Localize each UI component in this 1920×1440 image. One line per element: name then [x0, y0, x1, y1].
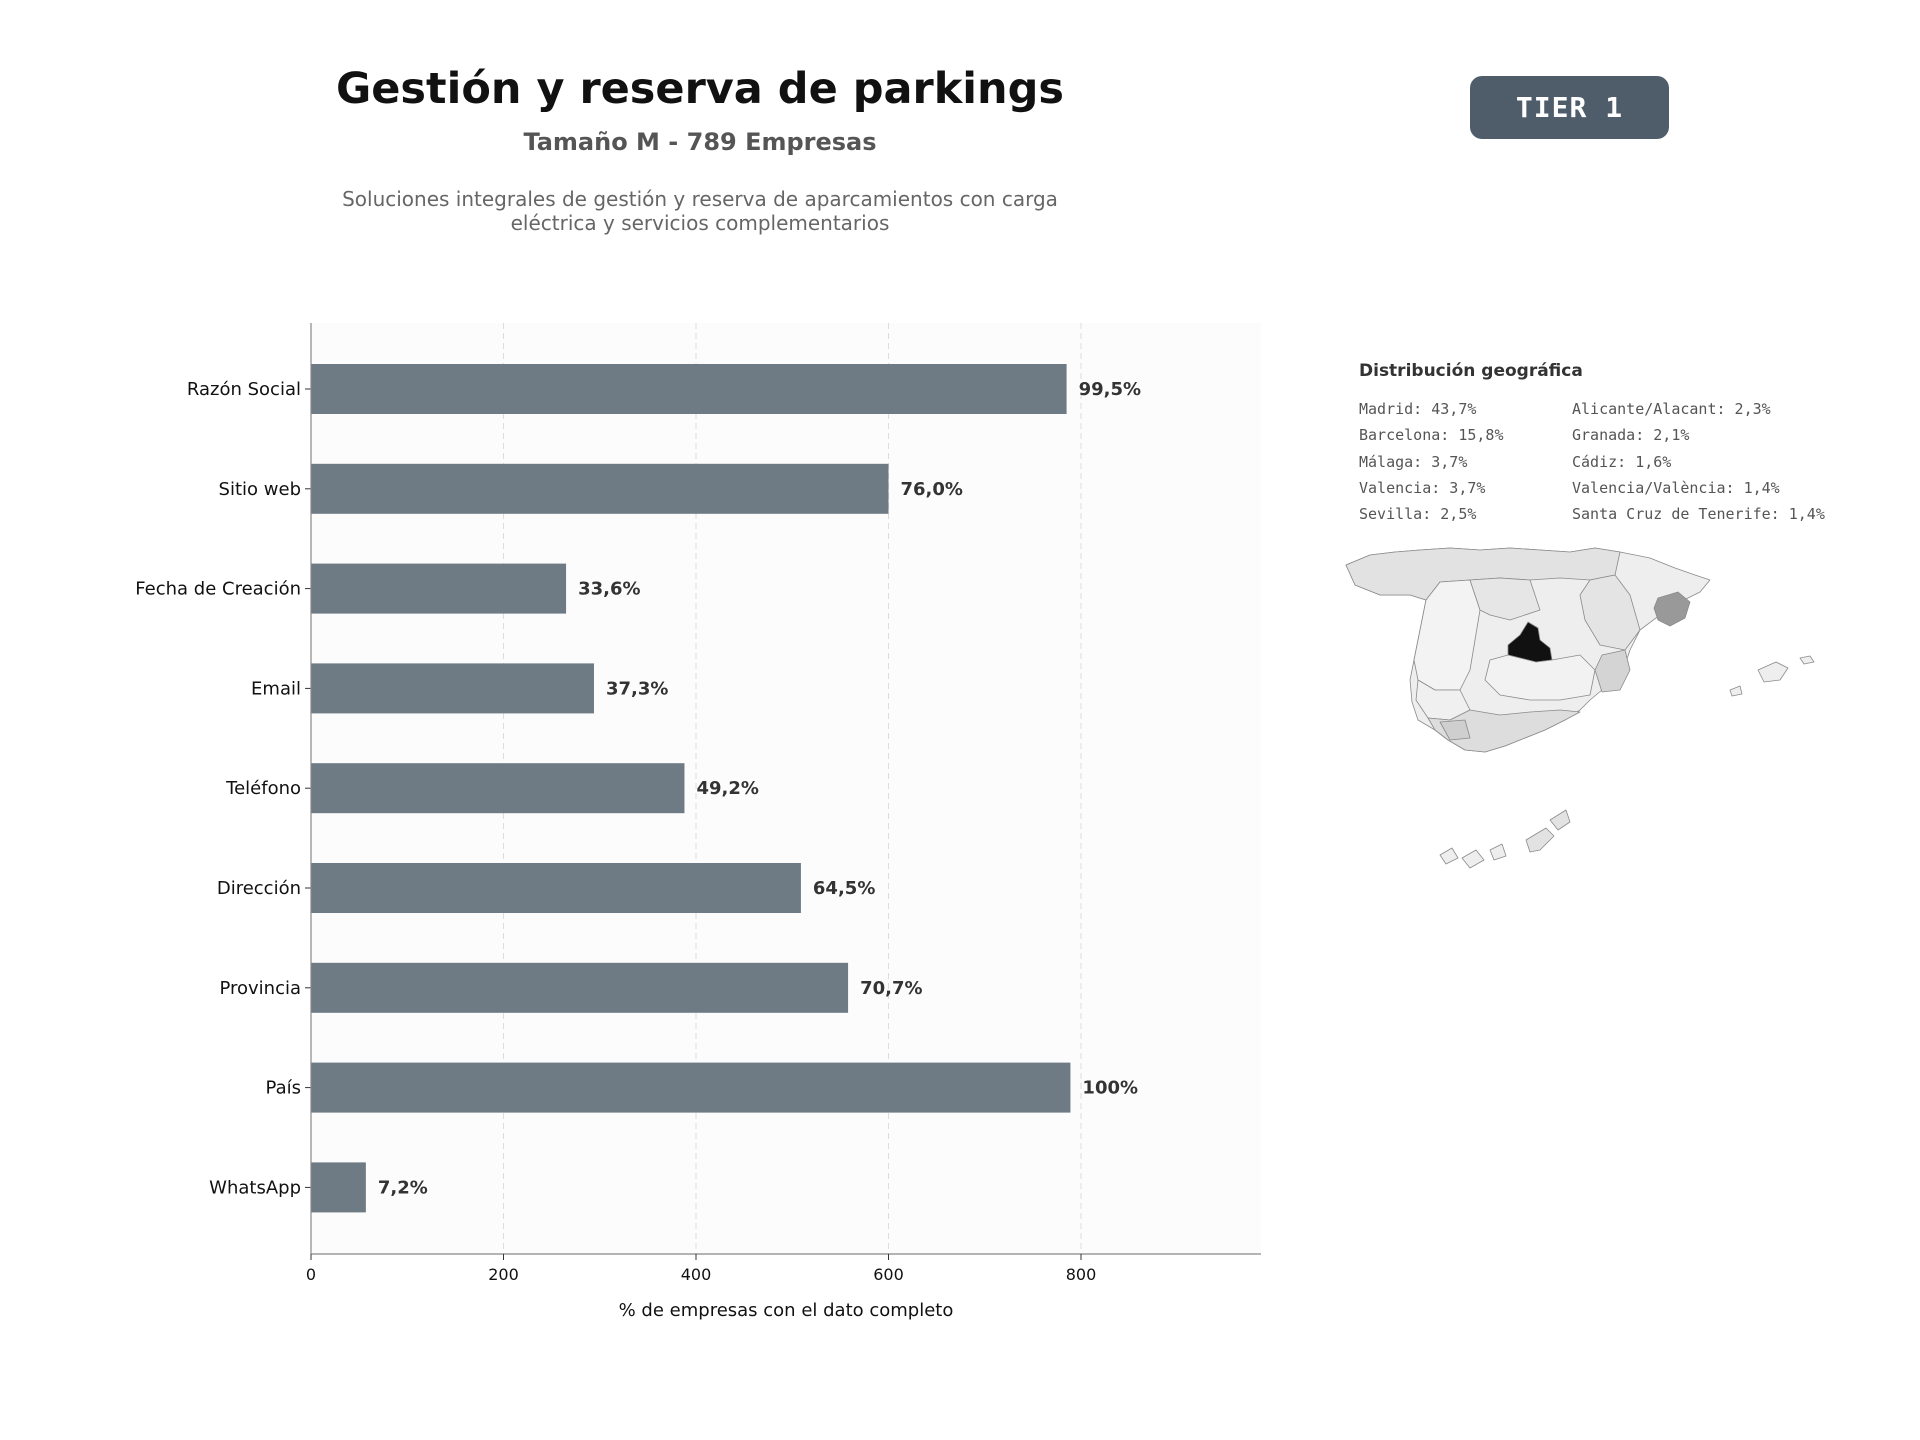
geo-item: Madrid: 43,7%: [1359, 400, 1477, 418]
x-tick-label: 200: [488, 1265, 519, 1284]
tier-badge: TIER 1: [1470, 76, 1669, 139]
category-label: Teléfono: [225, 778, 301, 799]
geo-list-right: Alicante/Alacant: 2,3% Granada: 2,1% Cád…: [1572, 396, 1825, 527]
map-region-canarias-5: [1549, 809, 1571, 831]
x-axis-label: % de empresas con el dato completo: [619, 1300, 954, 1321]
map-region-canarias-1: [1439, 847, 1459, 865]
spain-map: [1345, 547, 1815, 869]
geo-item: Cádiz: 1,6%: [1572, 452, 1672, 471]
category-label: Fecha de Creación: [135, 579, 301, 600]
geo-item: Sevilla: 2,5%: [1359, 505, 1477, 524]
category-label: País: [266, 1078, 301, 1099]
value-label: 76,0%: [901, 479, 963, 500]
category-label: Sitio web: [219, 479, 301, 500]
value-label: 37,3%: [606, 678, 668, 699]
value-label: 7,2%: [378, 1177, 428, 1198]
geo-item: Alicante/Alacant: 2,3%: [1572, 400, 1771, 418]
category-label: Dirección: [217, 878, 301, 899]
map-region-valencia: [1594, 649, 1631, 693]
category-label: Provincia: [219, 978, 301, 999]
category-label: Razón Social: [187, 379, 301, 400]
map-region-castilla-lamancha: [1484, 654, 1596, 701]
value-label: 99,5%: [1079, 379, 1141, 400]
category-label: WhatsApp: [209, 1177, 301, 1198]
value-label: 70,7%: [860, 978, 922, 999]
bar: [311, 763, 685, 814]
bar: [311, 364, 1067, 414]
value-label: 100%: [1082, 1078, 1138, 1099]
map-region-andalucia: [1427, 709, 1581, 753]
map-region-barcelona: [1653, 591, 1691, 627]
bar: [311, 962, 849, 1013]
x-tick-label: 0: [306, 1265, 316, 1284]
map-region-canarias-3: [1489, 843, 1507, 861]
geo-item: Granada: 2,1%: [1572, 426, 1690, 445]
geo-item: Málaga: 3,7%: [1359, 452, 1468, 471]
geo-item: Santa Cruz de Tenerife: 1,4%: [1572, 505, 1825, 524]
category-label: Email: [251, 678, 301, 699]
bar: [311, 463, 889, 514]
x-tick-label: 600: [873, 1265, 904, 1284]
map-region-central-north: [1469, 577, 1541, 621]
bar: [311, 563, 567, 614]
bar: [311, 1162, 366, 1213]
geo-title: Distribución geográfica: [1359, 361, 1583, 381]
value-label: 49,2%: [696, 778, 758, 799]
map-region-menorca: [1799, 655, 1815, 665]
page-subtitle: Tamaño M - 789 Empresas: [523, 128, 877, 156]
bar: [311, 1062, 1071, 1113]
bar: [311, 663, 594, 714]
map-region-canarias-4: [1525, 827, 1555, 853]
geo-item: Valencia: 3,7%: [1359, 478, 1486, 497]
map-region-sevilla: [1439, 719, 1471, 741]
bar: [311, 863, 801, 913]
page-description: Soluciones integrales de gestión y reser…: [342, 187, 1058, 235]
value-label: 33,6%: [578, 579, 640, 600]
page-title: Gestión y reserva de parkings: [335, 64, 1065, 114]
map-region-baleares: [1757, 661, 1789, 683]
geo-item: Barcelona: 15,8%: [1359, 426, 1504, 445]
geo-item: Valencia/València: 1,4%: [1572, 478, 1780, 497]
bar-chart: Razón Social 99,5% Sitio web 76,0% Fecha de …: [135, 323, 1261, 1321]
map-region-ibiza: [1729, 685, 1743, 697]
x-tick-label: 800: [1066, 1265, 1097, 1284]
map-region-canarias-2: [1461, 849, 1485, 869]
x-tick-label: 400: [681, 1265, 712, 1284]
value-label: 64,5%: [813, 878, 875, 899]
geo-list-left: Madrid: 43,7% Barcelona: 15,8% Málaga: 3…: [1359, 396, 1504, 527]
